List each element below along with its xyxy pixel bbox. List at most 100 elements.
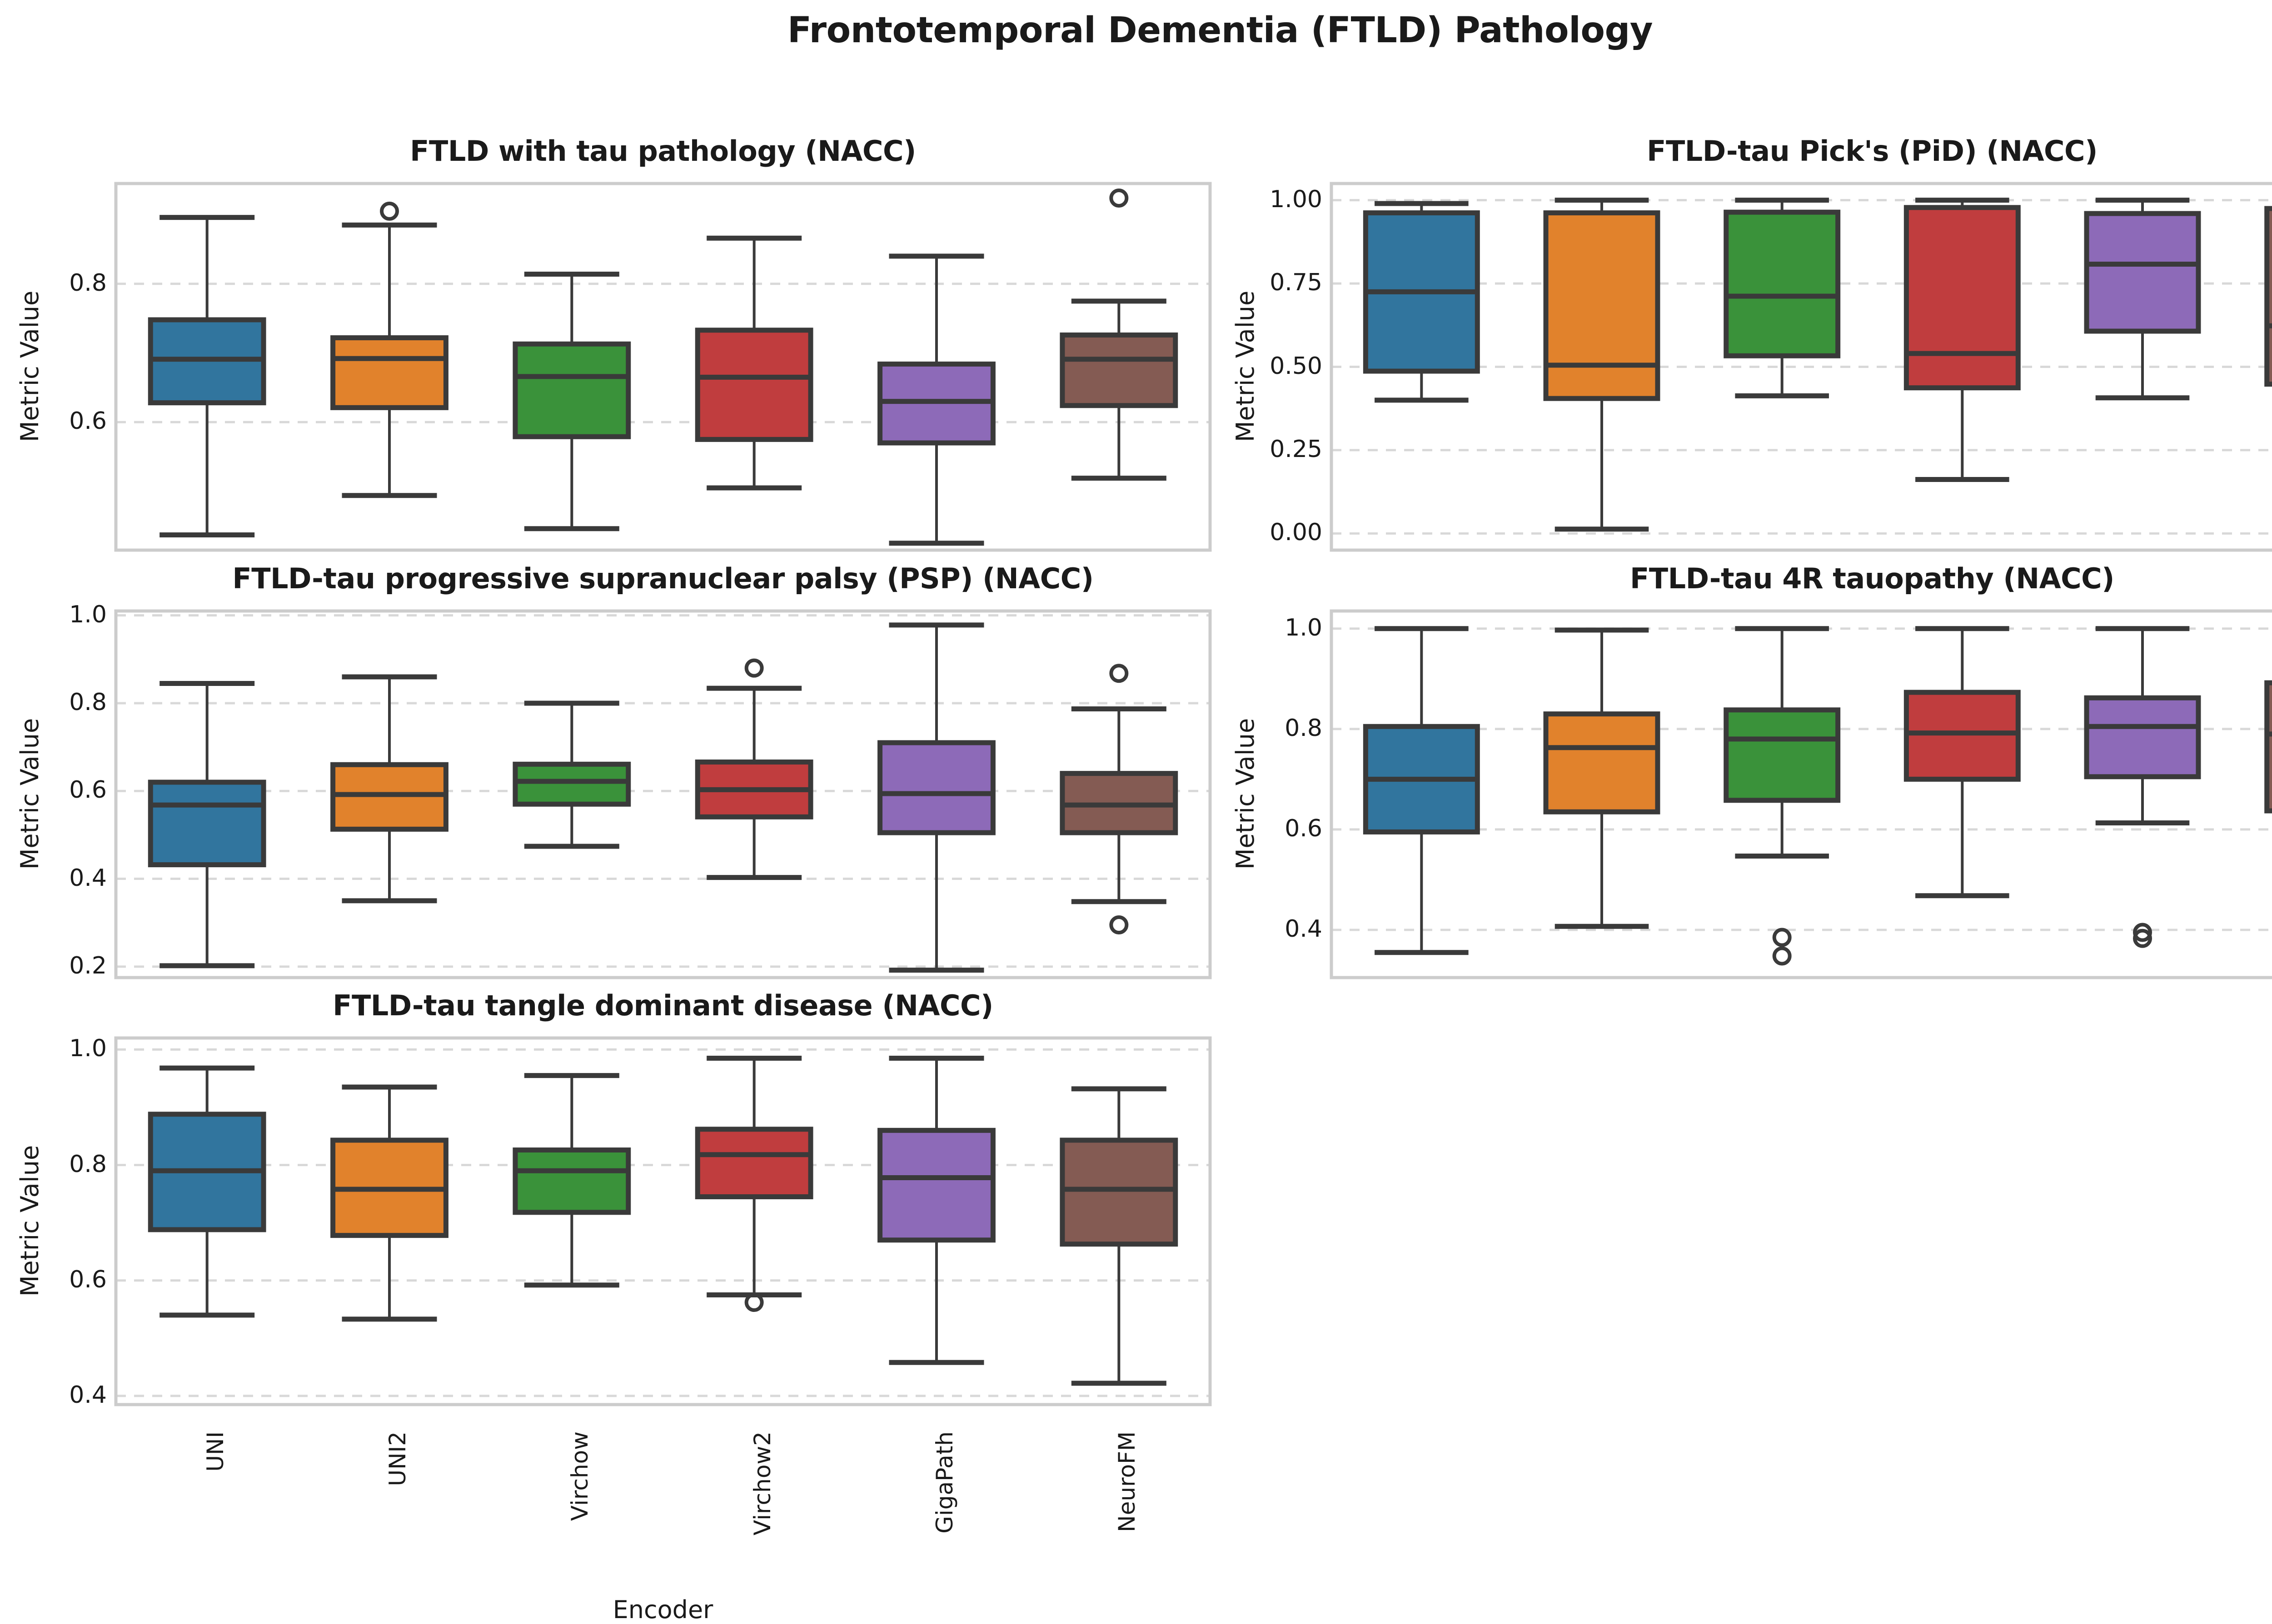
y-tick-label: 0.00 (1270, 519, 1322, 546)
y-tick-label: 0.8 (69, 269, 107, 297)
boxplot-uni (1363, 201, 1480, 403)
boxplot-gigapath (877, 622, 996, 973)
boxplot-neurofm (1060, 664, 1178, 935)
x-axis-label: Encoder (613, 1595, 713, 1624)
outlier-marker (1772, 946, 1792, 966)
boxplot-uni (148, 1065, 266, 1318)
box-iqr (148, 780, 266, 868)
panel-background (1331, 184, 2272, 550)
boxplot-virchow2 (695, 1055, 813, 1312)
box-iqr (2264, 680, 2272, 814)
box-iqr (1363, 210, 1480, 374)
outlier-marker (744, 1293, 764, 1312)
x-tick-label-neurofm: NeuroFM (1114, 1431, 1141, 1532)
y-tick-label: 0.25 (1270, 435, 1322, 463)
outlier-marker (1109, 664, 1129, 683)
boxplot-uni (1363, 626, 1480, 955)
boxplot-uni2 (330, 201, 448, 498)
panel-spines (114, 182, 1212, 552)
boxplot-gigapath (2084, 626, 2201, 948)
box-iqr (513, 341, 631, 439)
box-iqr (1363, 724, 1480, 834)
y-tick-label: 0.6 (69, 1266, 107, 1293)
outlier-marker (1109, 188, 1129, 208)
boxplot-virchow2 (695, 658, 813, 880)
y-axis-label-ftld-tau: Metric Value (15, 290, 44, 442)
panel-title-tangle: FTLD-tau tangle dominant disease (NACC) (333, 989, 993, 1022)
box-iqr (877, 740, 996, 835)
x-tick-label-gigapath: GigaPath (932, 1431, 958, 1534)
figure-suptitle: Frontotemporal Dementia (FTLD) Pathology (787, 10, 1653, 51)
y-tick-label: 0.2 (69, 952, 107, 979)
box-iqr (1724, 707, 1841, 803)
boxplot-gigapath (2084, 198, 2201, 401)
panel-spines (1330, 609, 2272, 979)
outlier-marker (380, 201, 399, 221)
boxplot-neurofm (2264, 680, 2272, 814)
box-iqr (877, 361, 996, 446)
y-tick-label: 0.50 (1270, 352, 1322, 380)
box-iqr (513, 1147, 631, 1215)
x-tick-label-uni2: UNI2 (384, 1431, 411, 1486)
panel-background (116, 1038, 1210, 1405)
boxplot-virchow (513, 271, 631, 531)
y-tick-label: 1.0 (69, 1035, 107, 1063)
box-iqr (2084, 695, 2201, 780)
boxplot-neurofm (1060, 188, 1178, 481)
box-iqr (877, 1127, 996, 1243)
box-iqr (695, 1127, 813, 1199)
boxplot-uni (148, 215, 266, 538)
box-iqr (2264, 206, 2272, 387)
panel-title-pid: FTLD-tau Pick's (PiD) (NACC) (1647, 134, 2098, 168)
box-iqr (1903, 690, 2021, 782)
y-tick-label: 1.0 (1285, 614, 1322, 641)
box-iqr (695, 328, 813, 442)
panel-spines (114, 1036, 1212, 1406)
boxplot-virchow (1724, 198, 1841, 398)
panel-background (1331, 611, 2272, 978)
boxplot-virchow (513, 700, 631, 849)
outlier-marker (1772, 928, 1792, 947)
box-iqr (1060, 771, 1178, 835)
boxplot-neurofm (1060, 1086, 1178, 1386)
boxplot-uni (148, 680, 266, 968)
box-iqr (1724, 209, 1841, 358)
box-iqr (1060, 1137, 1178, 1247)
outlier-marker (744, 658, 764, 678)
box-iqr (148, 317, 266, 406)
boxplot-virchow2 (1903, 198, 2021, 482)
panel-background (116, 611, 1210, 978)
panel-background (116, 184, 1210, 550)
boxplot-virchow (513, 1073, 631, 1288)
y-tick-label: 0.4 (69, 1381, 107, 1409)
box-iqr (513, 761, 631, 807)
box-iqr (330, 762, 448, 832)
boxplot-virchow2 (695, 235, 813, 491)
outlier-marker (1109, 915, 1129, 935)
panel-spines (1330, 182, 2272, 552)
y-axis-label-tangle: Metric Value (15, 1145, 44, 1296)
boxplot-virchow (1724, 626, 1841, 966)
box-iqr (695, 759, 813, 819)
box-iqr (1543, 711, 1660, 814)
x-tick-label-virchow: Virchow (567, 1431, 593, 1521)
panel-title-4r: FTLD-tau 4R tauopathy (NACC) (1630, 562, 2114, 595)
panel-spines (114, 609, 1212, 979)
outlier-marker (2133, 929, 2152, 948)
y-tick-label: 0.4 (1285, 915, 1322, 943)
y-tick-label: 0.8 (1285, 714, 1322, 742)
boxplot-uni2 (1543, 198, 1660, 532)
box-iqr (1060, 332, 1178, 408)
boxplot-gigapath (877, 253, 996, 546)
boxplot-gigapath (877, 1055, 996, 1365)
box-iqr (2084, 211, 2201, 334)
boxplot-uni2 (1543, 627, 1660, 929)
box-iqr (148, 1112, 266, 1232)
y-tick-label: 0.6 (69, 776, 107, 804)
